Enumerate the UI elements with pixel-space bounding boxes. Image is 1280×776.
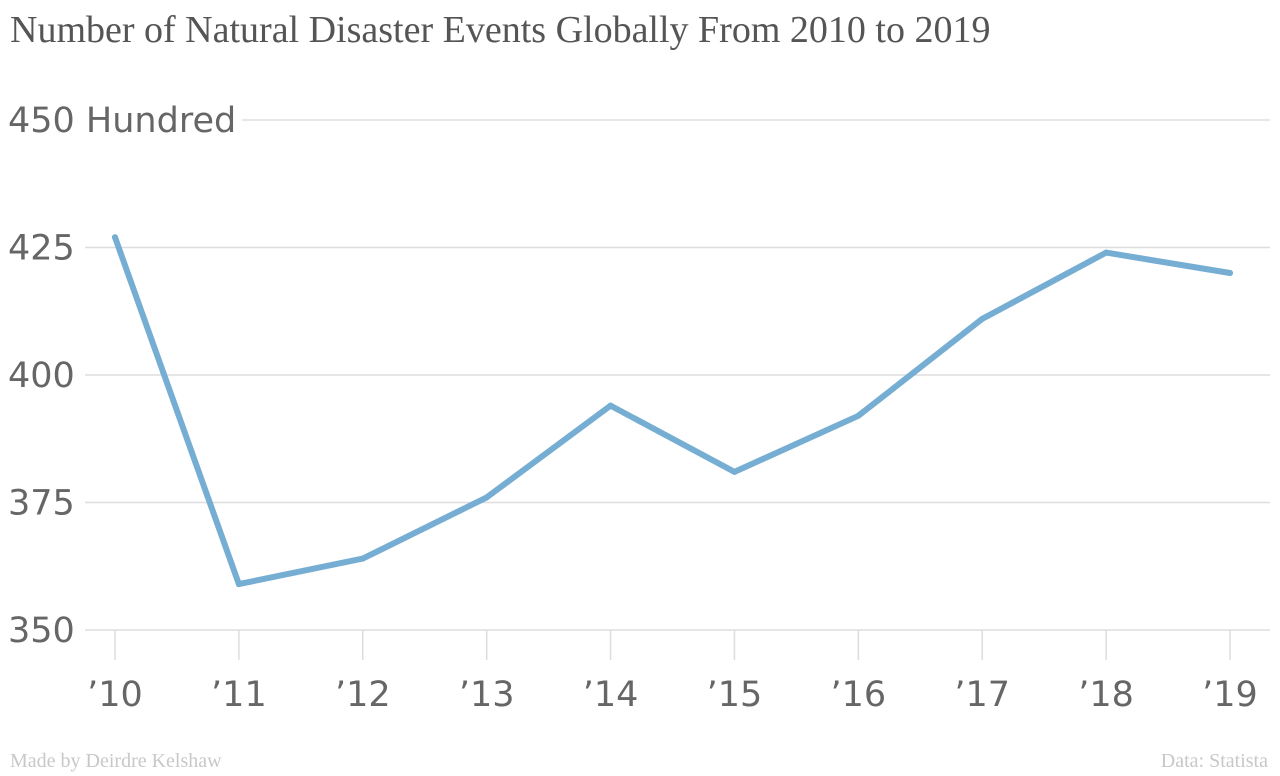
x-tick-label: ’15 xyxy=(707,675,763,715)
x-tick-label: ’14 xyxy=(583,675,639,715)
data-point xyxy=(483,494,490,501)
series-layer xyxy=(112,234,1233,588)
y-tick-label: 350 xyxy=(8,611,75,651)
data-point xyxy=(855,412,862,419)
y-tick-label: 450 Hundred xyxy=(8,101,236,141)
credit-text: Made by Deirdre Kelshaw xyxy=(10,750,222,772)
data-point xyxy=(112,234,118,241)
series-line xyxy=(112,234,1233,588)
x-tick-label: ’17 xyxy=(954,675,1010,715)
data-point xyxy=(607,402,614,409)
x-tick-label: ’18 xyxy=(1078,675,1134,715)
x-tick-label: ’12 xyxy=(335,675,391,715)
source-text: Data: Statista xyxy=(1160,750,1268,772)
x-tick-label: ’13 xyxy=(459,675,515,715)
x-axis-ticks: ’10 ’11 ’12 ’13 ’14 ’15 ’16 ’17 ’18 ’19 xyxy=(87,630,1258,715)
data-point xyxy=(235,581,242,588)
x-tick-label: ’16 xyxy=(830,675,886,715)
y-tick-label: 375 xyxy=(8,484,75,524)
gridlines xyxy=(85,119,1270,631)
x-tick-label: ’19 xyxy=(1202,675,1258,715)
y-axis-tick-labels: 350 375 400 425 450 Hundred xyxy=(8,101,236,651)
y-tick-label: 400 xyxy=(8,356,75,396)
y-tick-label: 425 xyxy=(8,229,75,269)
data-point xyxy=(1227,270,1233,276)
data-point xyxy=(359,555,366,562)
chart-title: Number of Natural Disaster Events Global… xyxy=(10,9,991,51)
data-point xyxy=(979,315,986,322)
x-tick-label: ’10 xyxy=(87,675,143,715)
x-tick-label: ’11 xyxy=(211,675,267,715)
data-point xyxy=(1103,249,1110,256)
data-point xyxy=(731,468,738,475)
